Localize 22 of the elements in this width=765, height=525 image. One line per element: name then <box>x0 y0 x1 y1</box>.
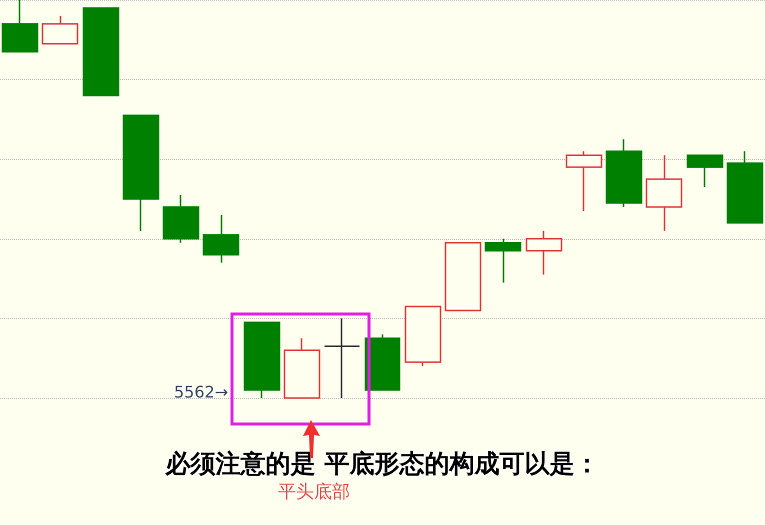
candlestick <box>606 138 642 208</box>
candlestick <box>364 334 400 391</box>
candlestick <box>484 238 522 284</box>
candlestick <box>404 306 442 367</box>
candlestick <box>686 154 724 188</box>
candlestick <box>2 0 38 52</box>
candlestick <box>122 114 160 232</box>
candlestick <box>526 230 562 276</box>
annotation: 5562→ <box>174 382 228 402</box>
candlestick <box>646 154 682 232</box>
candlestick <box>566 150 602 212</box>
candlestick <box>324 318 360 399</box>
candlestick <box>284 338 320 399</box>
candlestick <box>444 242 482 312</box>
candlestick <box>726 150 764 224</box>
text: 必须注意的是 平底形态的构成可以是： <box>164 449 600 478</box>
candlestick <box>42 15 78 45</box>
candlestick <box>82 7 120 96</box>
candlestick <box>244 322 280 399</box>
candlestick <box>202 214 240 264</box>
text: 平头底部 <box>278 482 350 502</box>
candlestick <box>162 194 200 244</box>
